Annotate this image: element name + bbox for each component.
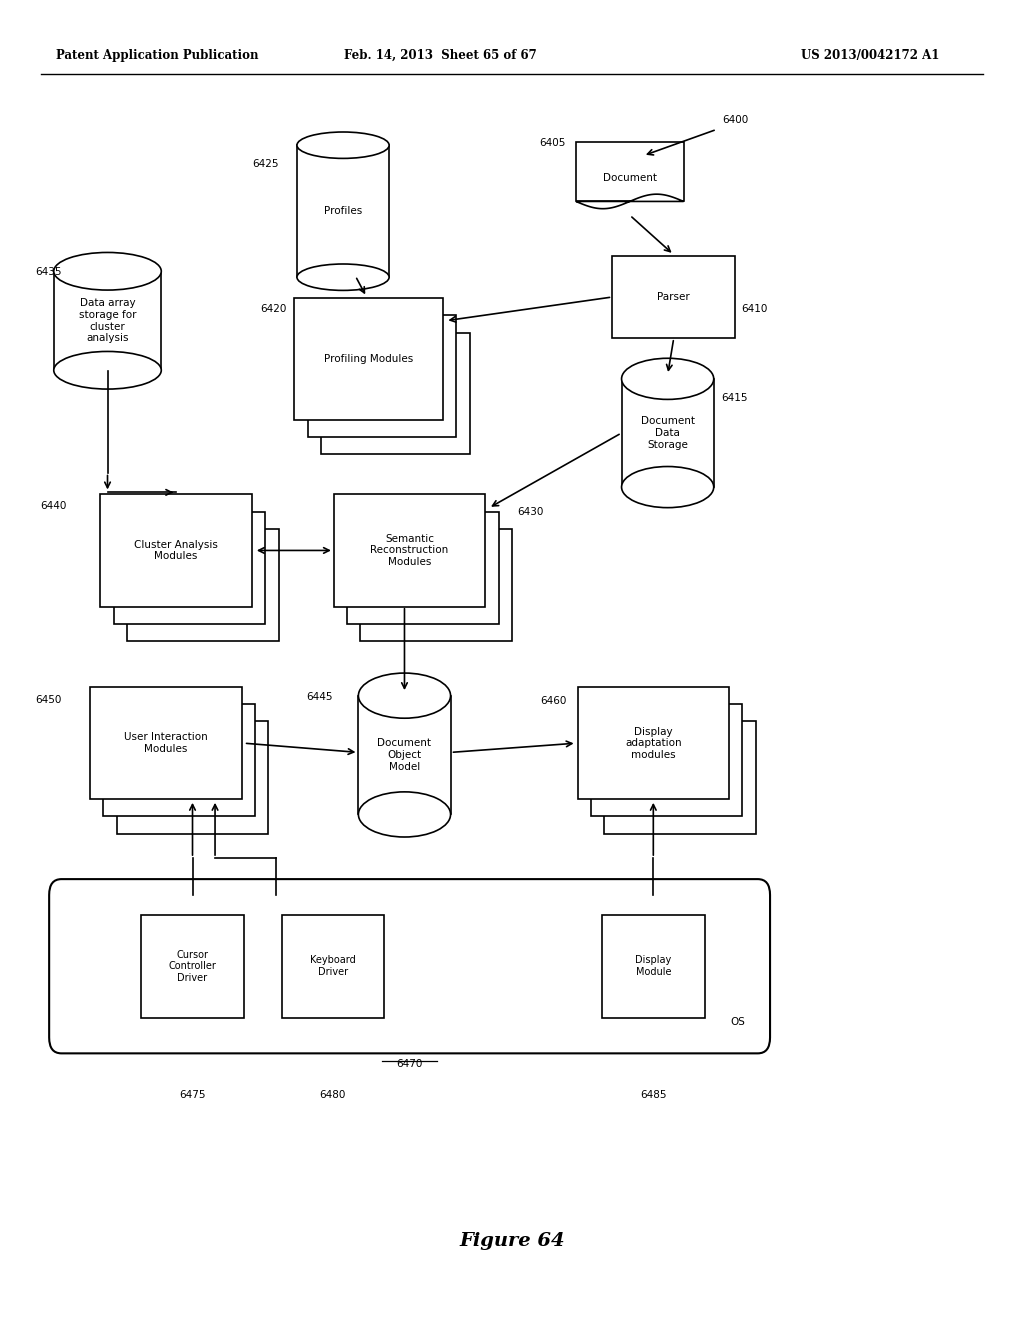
FancyBboxPatch shape	[360, 529, 512, 642]
FancyBboxPatch shape	[297, 145, 389, 277]
FancyBboxPatch shape	[117, 721, 268, 834]
Ellipse shape	[297, 132, 389, 158]
Ellipse shape	[53, 351, 162, 389]
Text: 6410: 6410	[741, 304, 768, 314]
Text: Profiles: Profiles	[324, 206, 362, 216]
Ellipse shape	[297, 264, 389, 290]
Ellipse shape	[358, 673, 451, 718]
Text: Document
Object
Model: Document Object Model	[378, 738, 431, 772]
Text: 6430: 6430	[517, 507, 544, 517]
Text: Data array
storage for
cluster
analysis: Data array storage for cluster analysis	[79, 298, 136, 343]
Ellipse shape	[622, 466, 714, 508]
Text: 6415: 6415	[721, 392, 748, 403]
FancyBboxPatch shape	[114, 512, 265, 624]
FancyBboxPatch shape	[100, 495, 252, 607]
Text: 6435: 6435	[35, 267, 61, 277]
Text: Semantic
Reconstruction
Modules: Semantic Reconstruction Modules	[371, 533, 449, 568]
FancyBboxPatch shape	[53, 272, 162, 370]
FancyBboxPatch shape	[141, 915, 244, 1018]
Text: US 2013/0042172 A1: US 2013/0042172 A1	[801, 49, 940, 62]
FancyBboxPatch shape	[602, 915, 705, 1018]
Text: Parser: Parser	[657, 292, 690, 302]
Ellipse shape	[53, 252, 162, 290]
Text: User Interaction
Modules: User Interaction Modules	[124, 733, 208, 754]
FancyBboxPatch shape	[578, 686, 729, 799]
FancyBboxPatch shape	[334, 495, 485, 607]
Text: 6480: 6480	[319, 1090, 346, 1101]
FancyBboxPatch shape	[358, 696, 451, 814]
Text: Keyboard
Driver: Keyboard Driver	[310, 956, 355, 977]
Text: Cluster Analysis
Modules: Cluster Analysis Modules	[134, 540, 218, 561]
FancyBboxPatch shape	[282, 915, 384, 1018]
Text: Figure 64: Figure 64	[459, 1232, 565, 1250]
Text: 6420: 6420	[260, 304, 287, 314]
FancyBboxPatch shape	[604, 721, 756, 834]
Text: 6440: 6440	[40, 500, 67, 511]
FancyBboxPatch shape	[307, 315, 457, 437]
FancyBboxPatch shape	[322, 333, 469, 454]
Text: Document: Document	[603, 173, 656, 183]
FancyBboxPatch shape	[127, 529, 279, 642]
FancyBboxPatch shape	[103, 704, 255, 816]
Text: Patent Application Publication: Patent Application Publication	[56, 49, 259, 62]
Text: 6485: 6485	[640, 1090, 667, 1101]
Text: 6445: 6445	[306, 692, 333, 702]
FancyBboxPatch shape	[575, 141, 684, 202]
Text: OS: OS	[730, 1016, 745, 1027]
Text: Cursor
Controller
Driver: Cursor Controller Driver	[169, 949, 216, 983]
FancyBboxPatch shape	[622, 379, 714, 487]
Text: 6475: 6475	[179, 1090, 206, 1101]
Text: Feb. 14, 2013  Sheet 65 of 67: Feb. 14, 2013 Sheet 65 of 67	[344, 49, 537, 62]
Text: Document
Data
Storage: Document Data Storage	[641, 416, 694, 450]
FancyBboxPatch shape	[49, 879, 770, 1053]
Text: 6400: 6400	[722, 115, 749, 125]
Text: 6405: 6405	[539, 137, 565, 148]
Text: Profiling Modules: Profiling Modules	[324, 354, 414, 364]
Text: Display
Module: Display Module	[635, 956, 672, 977]
Text: Display
adaptation
modules: Display adaptation modules	[625, 726, 682, 760]
Ellipse shape	[358, 792, 451, 837]
Ellipse shape	[622, 358, 714, 400]
Text: 6460: 6460	[540, 696, 566, 706]
FancyBboxPatch shape	[295, 298, 442, 420]
Text: 6470: 6470	[396, 1059, 423, 1069]
FancyBboxPatch shape	[612, 256, 735, 338]
FancyBboxPatch shape	[90, 686, 242, 799]
FancyBboxPatch shape	[591, 704, 742, 816]
Text: 6450: 6450	[35, 694, 61, 705]
FancyBboxPatch shape	[347, 512, 499, 624]
Text: 6425: 6425	[252, 158, 279, 169]
Polygon shape	[575, 194, 684, 209]
